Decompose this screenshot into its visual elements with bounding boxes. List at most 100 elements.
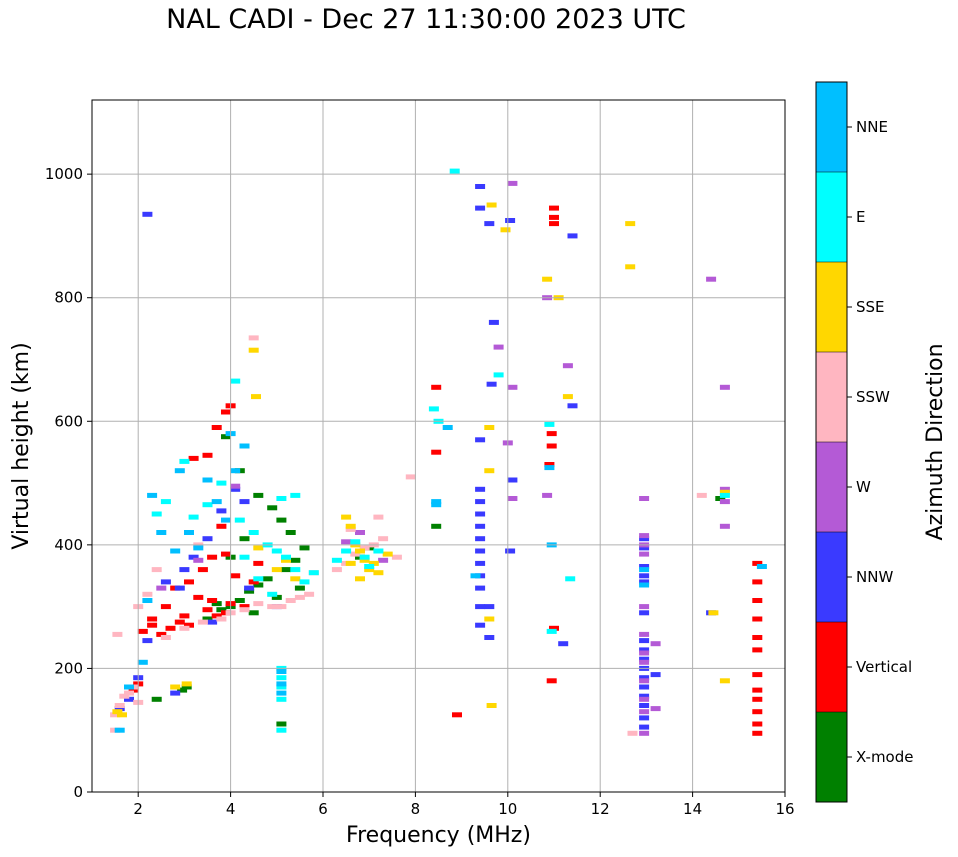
data-point [475, 548, 486, 554]
data-point [124, 696, 134, 702]
data-point [304, 591, 315, 597]
colorbar-title: Azimuth Direction [923, 343, 948, 540]
data-point [177, 687, 188, 693]
data-point [248, 530, 259, 535]
colorbar-label: NNE [856, 118, 888, 136]
data-point [271, 567, 282, 573]
data-point [184, 622, 194, 628]
data-point [546, 628, 557, 634]
data-point [542, 276, 553, 282]
data-point [221, 517, 231, 523]
data-point [391, 554, 402, 560]
data-point [151, 511, 162, 517]
colorbar-label: W [856, 478, 871, 496]
data-point [244, 585, 255, 591]
data-point [331, 557, 342, 563]
data-point [290, 557, 301, 563]
data-point [147, 616, 158, 622]
data-point [345, 526, 356, 532]
data-point [276, 675, 287, 681]
x-axis-label: Frequency (MHz) [346, 823, 531, 848]
data-point [244, 588, 255, 594]
data-point [271, 548, 282, 554]
x-tick-label: 14 [683, 800, 702, 818]
data-point [253, 545, 264, 551]
data-point [239, 536, 250, 542]
y-axis-label: Virtual height (km) [9, 342, 34, 549]
x-tick-label: 4 [226, 800, 236, 818]
y-tick-label: 600 [54, 412, 83, 430]
data-point [639, 567, 650, 573]
data-point [544, 462, 555, 467]
data-point [207, 554, 218, 560]
data-point [211, 613, 222, 619]
plot-frame [91, 99, 786, 793]
data-point [639, 496, 650, 501]
data-point [639, 647, 650, 653]
data-point [202, 502, 213, 508]
data-point [188, 455, 199, 461]
data-point [110, 712, 121, 718]
data-point [276, 496, 287, 501]
data-point [174, 585, 185, 591]
data-point [639, 709, 650, 715]
data-point [475, 205, 486, 211]
data-point [719, 499, 730, 505]
colorbar-label: Vertical [856, 658, 912, 676]
y-tick-label: 0 [73, 783, 83, 801]
data-point [486, 703, 497, 708]
data-point [253, 560, 264, 566]
data-point [276, 684, 287, 690]
data-point [546, 443, 557, 449]
data-point [650, 641, 661, 647]
colorbar-segment [816, 262, 847, 352]
data-point [188, 514, 199, 520]
data-point [290, 492, 301, 498]
data-point [442, 425, 453, 430]
data-point [156, 530, 167, 535]
data-point [230, 378, 241, 384]
data-point [156, 631, 167, 637]
data-point [281, 567, 291, 573]
data-point [544, 421, 555, 427]
data-point [165, 625, 176, 631]
data-point [276, 604, 287, 610]
colorbar: X-mode Vertical NNW W SSW SSE E NNE [815, 81, 913, 803]
data-point [752, 598, 763, 603]
y-tick-label: 200 [54, 659, 83, 677]
data-point [276, 727, 287, 733]
data-point [752, 730, 763, 736]
data-point [202, 477, 213, 483]
data-point [639, 604, 650, 610]
y-tick-label: 800 [54, 289, 83, 307]
data-point [475, 622, 486, 628]
data-point [549, 221, 559, 227]
data-point [170, 684, 181, 690]
data-point [207, 598, 218, 603]
data-point [160, 579, 171, 585]
x-tick-label: 16 [775, 800, 794, 818]
data-point [546, 431, 557, 437]
data-point [221, 409, 231, 415]
colorbar-segment [816, 622, 847, 712]
data-point [239, 604, 250, 610]
data-point [112, 631, 123, 637]
data-point [428, 406, 439, 412]
data-point [281, 554, 291, 560]
data-point [639, 678, 650, 684]
data-point [431, 449, 442, 455]
data-point [505, 218, 516, 223]
data-point [147, 492, 158, 498]
data-point [350, 539, 361, 545]
data-point [142, 591, 153, 597]
data-point [475, 604, 486, 610]
data-point [197, 567, 208, 573]
data-point [202, 452, 213, 458]
data-point [276, 669, 287, 674]
data-point [294, 594, 305, 600]
data-point [181, 684, 192, 690]
data-point [276, 517, 287, 523]
data-point [708, 610, 719, 616]
data-point [544, 465, 555, 471]
